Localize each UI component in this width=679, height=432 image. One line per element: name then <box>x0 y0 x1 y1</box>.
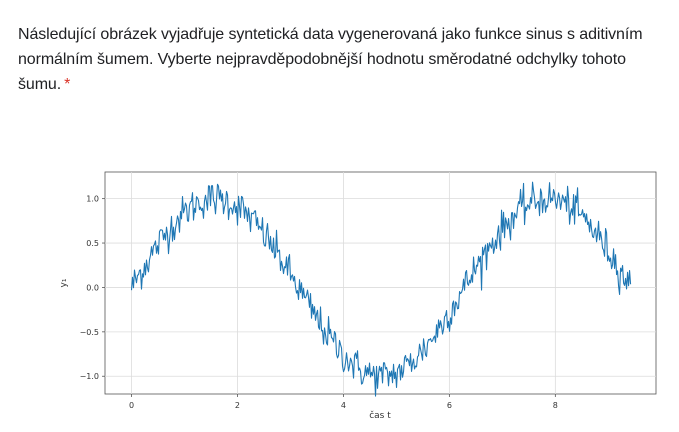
x-tick-label: 6 <box>447 401 452 410</box>
y-tick-label: −0.5 <box>80 328 99 337</box>
x-tick-label: 4 <box>341 401 346 410</box>
question-title: Následující obrázek vyjadřuje syntetická… <box>18 22 658 97</box>
y-axis-label: y₁ <box>59 278 69 287</box>
x-tick-label: 0 <box>129 401 134 410</box>
x-tick-label: 8 <box>553 401 558 410</box>
y-tick-label: 0.0 <box>86 283 99 292</box>
y-tick-label: 0.5 <box>86 239 99 248</box>
required-asterisk: * <box>64 76 71 93</box>
y-tick-label: −1.0 <box>80 372 99 381</box>
plot-area <box>104 171 657 395</box>
x-axis-label: čas t <box>369 410 391 421</box>
y-tick-label: 1.0 <box>86 195 99 204</box>
x-tick-label: 2 <box>235 401 240 410</box>
series-line <box>130 181 632 397</box>
question-text: Následující obrázek vyjadřuje syntetická… <box>18 26 643 93</box>
